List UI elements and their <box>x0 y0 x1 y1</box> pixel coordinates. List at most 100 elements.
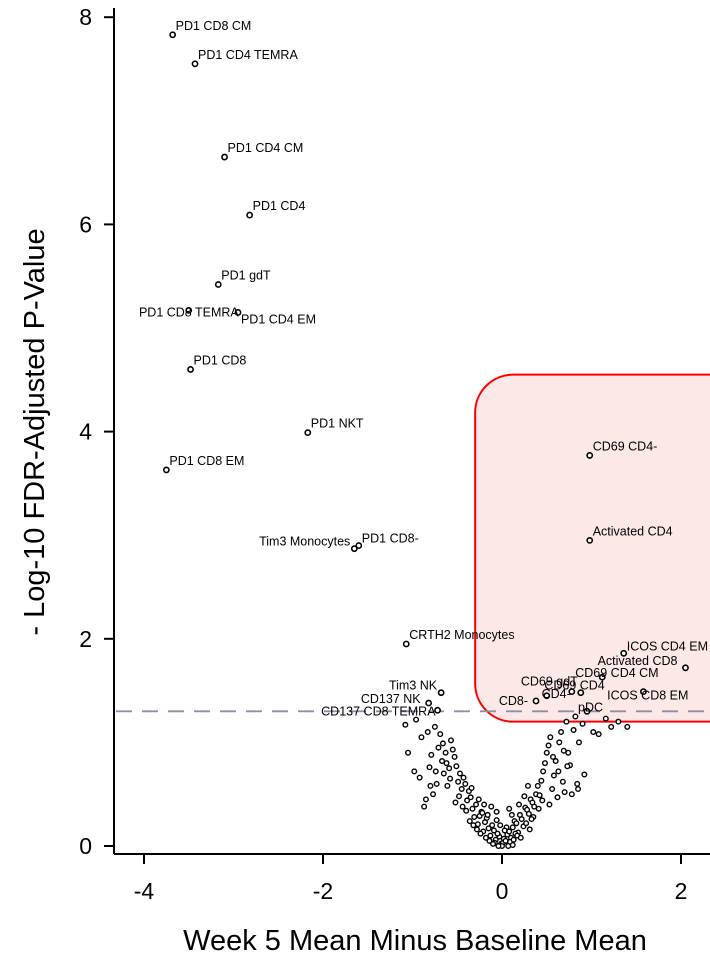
data-point <box>528 816 535 823</box>
data-point <box>556 739 563 746</box>
data-point <box>510 836 517 843</box>
data-point <box>488 803 495 810</box>
data-point <box>615 718 622 725</box>
data-point <box>433 780 440 787</box>
data-point <box>555 768 562 775</box>
data-point <box>468 784 475 791</box>
labeled-data-point <box>214 281 222 288</box>
data-point <box>440 770 447 777</box>
labeled-data-point <box>586 452 594 459</box>
data-point <box>487 832 494 839</box>
point-label: PD1 CD8 <box>194 353 247 367</box>
data-point <box>518 816 525 823</box>
point-label: Activated CD8 <box>598 654 678 668</box>
point-label: CD69 CD4- <box>593 439 658 453</box>
labeled-data-point <box>185 306 193 314</box>
data-point <box>590 729 597 736</box>
data-point <box>523 820 530 827</box>
highlight-region <box>474 373 710 723</box>
data-point <box>558 729 565 736</box>
labeled-data-point <box>234 309 242 316</box>
data-point <box>525 810 532 817</box>
data-point <box>435 744 442 751</box>
data-point <box>402 721 409 728</box>
data-point <box>451 753 458 760</box>
data-point <box>446 765 453 772</box>
labeled-data-point <box>162 466 170 474</box>
data-points <box>162 31 689 850</box>
point-label: CD69 CD4 CM <box>575 666 658 680</box>
data-point <box>493 808 500 815</box>
labeled-data-point <box>350 545 358 553</box>
data-point <box>482 834 489 841</box>
labeled-data-point <box>221 153 228 161</box>
point-label: PD1 CD8 EM <box>169 454 244 468</box>
data-point <box>564 763 571 770</box>
data-point <box>464 797 471 804</box>
data-point <box>426 764 433 771</box>
data-point <box>543 749 550 756</box>
labeled-data-point <box>682 664 689 672</box>
point-label: Tim3 Monocytes <box>259 535 350 549</box>
data-point <box>458 786 465 793</box>
point-label: PD1 gdT <box>221 268 271 282</box>
data-point <box>469 805 476 812</box>
data-point <box>444 782 451 789</box>
data-point <box>459 803 466 810</box>
point-label: PD1 CD4 <box>253 199 306 213</box>
data-point <box>453 763 460 770</box>
data-point <box>602 715 609 722</box>
data-point <box>416 774 423 781</box>
x-axis-ticks: -4 -2 0 2 <box>134 854 688 904</box>
data-point <box>481 819 488 826</box>
labeled-data-point <box>187 366 194 373</box>
data-point <box>516 801 523 808</box>
data-point <box>579 720 586 727</box>
data-point <box>540 768 547 775</box>
data-point <box>595 731 602 738</box>
data-point <box>608 723 615 730</box>
labeled-data-point <box>402 640 410 648</box>
data-point <box>563 718 570 725</box>
x-axis-title: Week 5 Mean Minus Baseline Mean <box>183 925 647 956</box>
data-point <box>538 777 545 784</box>
labeled-data-point <box>640 688 647 696</box>
labeled-data-point <box>246 211 254 219</box>
data-point <box>575 739 582 746</box>
data-point <box>501 827 508 834</box>
data-point <box>411 768 418 775</box>
y-tick-label: 4 <box>79 419 92 445</box>
x-tick-label: 2 <box>675 878 688 904</box>
data-point <box>546 801 553 808</box>
data-point <box>422 796 429 803</box>
point-label: CD69 CD4 <box>544 679 604 693</box>
data-point <box>421 803 428 810</box>
point-label: CD4- <box>542 687 571 701</box>
point-label: CRTH2 Monocytes <box>409 628 514 642</box>
labeled-data-point <box>355 542 363 549</box>
y-axis-title: - Log-10 FDR-Adjusted P-Value <box>19 228 51 635</box>
data-point <box>490 827 497 834</box>
data-point <box>547 734 554 741</box>
data-point <box>561 789 568 796</box>
data-point <box>509 841 516 848</box>
labeled-data-point <box>304 429 312 437</box>
data-point <box>475 796 482 803</box>
data-point <box>509 824 516 831</box>
data-point <box>462 780 469 787</box>
data-point <box>506 805 513 812</box>
data-point <box>535 805 542 812</box>
point-label: Tim3 NK <box>389 679 438 693</box>
x-tick-label: -4 <box>134 878 155 904</box>
data-point <box>552 758 559 765</box>
data-point <box>536 792 543 799</box>
data-point <box>463 807 470 814</box>
data-point <box>447 775 454 782</box>
data-point <box>534 782 541 789</box>
y-tick-label: 0 <box>79 833 92 859</box>
point-label: CD8- <box>499 694 528 708</box>
point-label: PD1 CD4 CM <box>228 141 304 155</box>
data-point <box>550 753 557 760</box>
data-point <box>581 771 588 778</box>
point-label: ICOS CD8 EM <box>607 689 688 703</box>
